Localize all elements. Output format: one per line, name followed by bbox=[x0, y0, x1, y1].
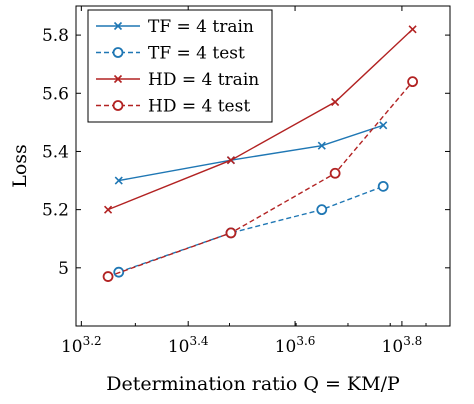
data-point-circle bbox=[316, 204, 328, 216]
data-point-cross bbox=[379, 121, 388, 130]
axes: 5 5.2 5.4 5.6 5.8 103.2 103.4 103.6 103.8 Determi… bbox=[9, 5, 451, 395]
legend-item: HD = 4 test bbox=[96, 97, 250, 117]
series-0 bbox=[114, 121, 388, 185]
x-tick-label: 103.2 bbox=[61, 334, 102, 357]
data-point-circle bbox=[407, 76, 419, 88]
x-axis-label: Determination ratio Q = KM/P bbox=[106, 373, 400, 395]
y-tick-label: 5.6 bbox=[42, 84, 69, 104]
y-axis-label: Loss bbox=[9, 144, 31, 188]
y-tick-label: 5.2 bbox=[42, 201, 69, 221]
data-point-circle bbox=[102, 271, 114, 282]
y-tick-label: 5.8 bbox=[42, 26, 69, 46]
x-tick-label: 103.8 bbox=[382, 334, 423, 357]
y-tick-label: 5 bbox=[58, 259, 69, 279]
y-tick-label: 5.4 bbox=[42, 142, 69, 162]
legend-item: TF = 4 test bbox=[96, 44, 245, 64]
series-line bbox=[107, 81, 414, 278]
data-point-cross bbox=[226, 156, 236, 165]
series-3 bbox=[102, 76, 419, 282]
data-point-circle bbox=[112, 100, 124, 111]
legend-label: HD = 4 test bbox=[148, 97, 250, 117]
x-tick-label: 103.6 bbox=[275, 334, 316, 357]
data-point-circle bbox=[225, 227, 237, 239]
legend-label: HD = 4 train bbox=[148, 70, 259, 90]
series-line bbox=[118, 185, 384, 273]
data-point-cross bbox=[113, 21, 123, 31]
legend-label: TF = 4 test bbox=[148, 44, 245, 64]
data-point-cross bbox=[113, 74, 123, 84]
data-point-cross bbox=[114, 176, 123, 185]
legend: TF = 4 train TF = 4 test HD = 4 train HD = … bbox=[87, 9, 273, 123]
series-line bbox=[118, 124, 384, 182]
series-1 bbox=[113, 180, 389, 278]
data-point-cross bbox=[408, 25, 417, 34]
legend-item: HD = 4 train bbox=[96, 70, 259, 90]
legend-label: TF = 4 train bbox=[148, 17, 254, 37]
x-tick-label: 103.4 bbox=[168, 334, 209, 357]
data-point-cross bbox=[331, 97, 340, 107]
data-point-circle bbox=[112, 47, 124, 58]
series-2 bbox=[103, 25, 417, 214]
series-line bbox=[107, 28, 414, 211]
plot-frame bbox=[75, 5, 451, 327]
data-point-cross bbox=[317, 141, 326, 150]
legend-item: TF = 4 train bbox=[96, 17, 254, 37]
plot-area bbox=[102, 25, 419, 282]
data-point-circle bbox=[377, 180, 389, 192]
data-point-cross bbox=[103, 205, 113, 214]
data-point-circle bbox=[329, 167, 341, 179]
